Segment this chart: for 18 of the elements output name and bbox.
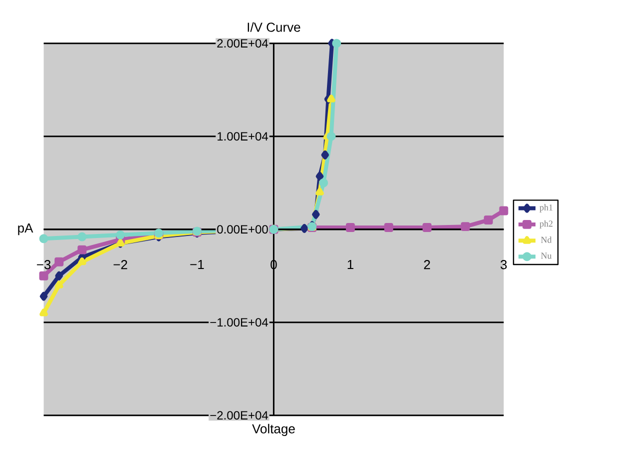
y-tick-label: −2.00E+04 [210,411,268,420]
legend-label: ph2 [540,220,552,229]
legend-label: ph1 [540,204,552,212]
x-tick-label: −1 [190,260,204,269]
x-tick-label: −3 [36,260,51,270]
x-tick-label: 2 [424,260,430,270]
chart-title: I/V Curve [248,22,300,32]
y-axis-title: pA [18,224,34,236]
x-axis-title: Voltage [252,424,295,436]
legend-label: Nu [540,252,552,259]
y-tick-label: −1.00E+04 [210,318,268,327]
y-tick-label: 1.00E+04 [218,132,268,141]
legend-label: Nd [540,236,552,243]
y-tick-label: 0.00E+00 [217,225,268,234]
x-tick-label: −2 [114,260,128,270]
y-tick-label: 2.00E+04 [217,39,268,48]
x-tick-label: 3 [500,260,507,270]
x-tick-label: 1 [348,260,354,269]
